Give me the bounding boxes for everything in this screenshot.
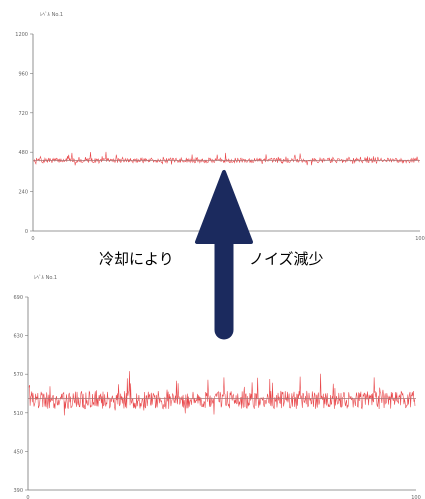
top-chart: ﾚﾍﾞﾙ No.1 0 240 480 720 960 1200 0 100 xyxy=(15,11,425,242)
bottom-chart: ﾚﾍﾞﾙ No.1 390 450 510 570 630 690 0 100 xyxy=(13,274,420,499)
y-tick-label: 390 xyxy=(13,488,23,494)
y-tick-label: 450 xyxy=(13,449,23,455)
y-tick-label: 960 xyxy=(18,71,28,77)
top-chart-title: ﾚﾍﾞﾙ No.1 xyxy=(40,11,63,18)
y-tick-label: 510 xyxy=(13,411,23,417)
x-tick-label: 0 xyxy=(31,236,34,242)
series-line xyxy=(28,371,416,416)
y-tick-label: 720 xyxy=(18,111,28,117)
x-tick-label: 100 xyxy=(411,495,421,499)
caption-left-backing xyxy=(96,238,200,274)
y-tick-label: 0 xyxy=(25,229,28,235)
y-tick-label: 1200 xyxy=(15,32,28,38)
y-tick-label: 630 xyxy=(13,334,23,340)
up-arrow-icon xyxy=(195,170,253,340)
caption-right-backing xyxy=(246,238,364,274)
series-line xyxy=(33,151,420,166)
caption-left: 冷却により xyxy=(99,250,174,268)
x-tick-label: 0 xyxy=(26,495,29,499)
y-tick-label: 240 xyxy=(18,190,28,196)
y-tick-label: 570 xyxy=(13,372,23,378)
y-tick-label: 690 xyxy=(13,295,23,301)
bottom-chart-title: ﾚﾍﾞﾙ No.1 xyxy=(34,274,57,281)
caption-right: ノイズ減少 xyxy=(249,250,324,268)
x-tick-label: 100 xyxy=(415,236,425,242)
y-tick-label: 480 xyxy=(18,150,28,156)
